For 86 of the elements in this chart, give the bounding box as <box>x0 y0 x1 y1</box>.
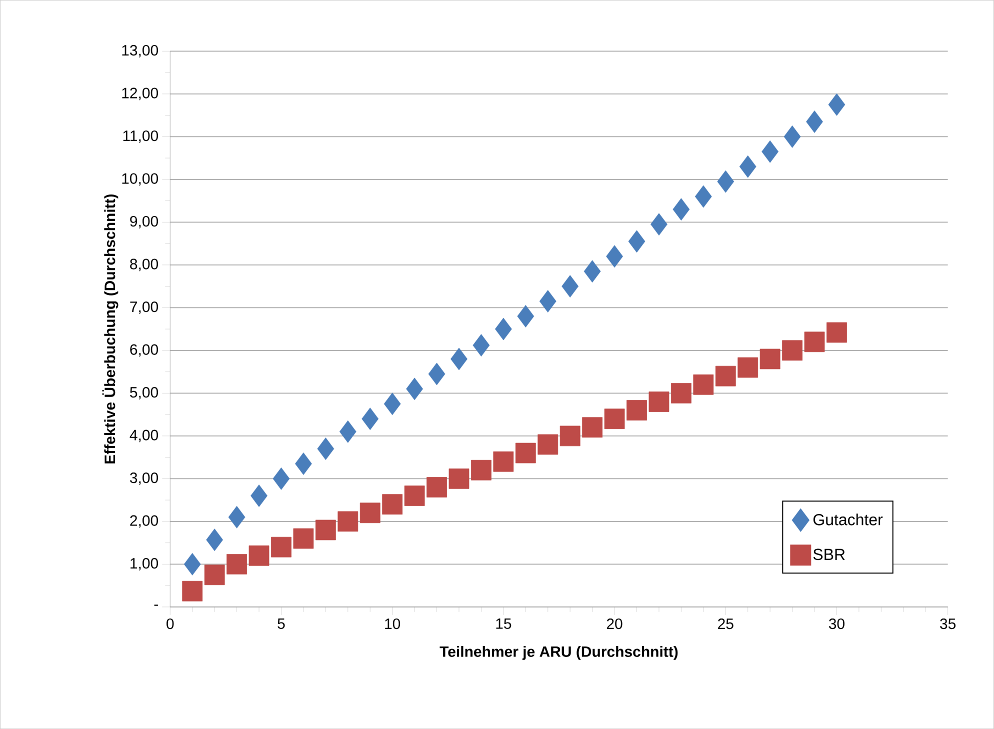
point <box>582 417 603 438</box>
point <box>494 318 512 340</box>
point <box>782 340 802 361</box>
point <box>228 506 246 528</box>
point <box>362 408 379 430</box>
x-tick-label: 5 <box>278 618 285 629</box>
x-tick-label: 10 <box>385 618 400 630</box>
point <box>784 125 801 148</box>
point <box>693 374 714 395</box>
point <box>760 348 780 370</box>
point <box>271 536 292 558</box>
point <box>250 484 268 507</box>
point <box>560 426 580 446</box>
point <box>670 382 692 404</box>
point <box>315 520 336 540</box>
point <box>406 378 423 400</box>
point <box>338 511 358 532</box>
y-tick-label: 9,00 <box>130 216 158 228</box>
point <box>448 468 470 489</box>
point <box>472 334 490 356</box>
y-tick-label: 6,00 <box>130 344 158 357</box>
y-tick-label: 7,00 <box>130 301 158 314</box>
point <box>739 155 756 178</box>
point <box>382 494 403 514</box>
x-axis-title: Teilnehmer je ARU (Durchschnitt) <box>440 646 678 660</box>
point <box>206 528 224 551</box>
point <box>204 564 225 586</box>
y-tick-label: 8,00 <box>130 258 158 272</box>
point <box>428 362 446 386</box>
point <box>672 198 690 220</box>
point <box>450 348 468 370</box>
x-tick-label: 15 <box>496 618 512 629</box>
point <box>804 332 825 352</box>
y-tick-label: 4,00 <box>130 430 158 442</box>
x-tick-label: 25 <box>718 618 734 630</box>
point <box>272 467 290 490</box>
point <box>404 486 425 506</box>
point <box>606 245 623 268</box>
point <box>650 213 668 236</box>
x-tick-label: 35 <box>940 618 956 630</box>
point <box>295 452 312 475</box>
point <box>715 366 736 386</box>
y-tick-label: 1,00 <box>130 558 158 570</box>
y-tick-label: 2,00 <box>130 515 158 528</box>
point <box>360 502 380 524</box>
y-tick-label: 13,00 <box>122 44 158 58</box>
point <box>317 438 334 460</box>
point <box>694 185 712 208</box>
legend-label: Gutachter <box>813 514 883 526</box>
point <box>604 408 625 429</box>
y-tick-label: 5,00 <box>130 386 158 400</box>
point <box>628 230 646 253</box>
point <box>339 420 356 443</box>
point <box>248 545 270 566</box>
point <box>717 170 734 193</box>
point <box>493 451 514 472</box>
y-tick-label: 10,00 <box>122 173 158 186</box>
point <box>648 391 670 412</box>
legend-label: SBR <box>813 548 845 560</box>
x-tick-label: 20 <box>606 618 622 630</box>
point <box>293 528 314 549</box>
point <box>584 260 601 282</box>
point <box>626 400 647 420</box>
point <box>806 110 823 133</box>
point <box>762 140 779 163</box>
x-tick-label: 30 <box>828 618 844 630</box>
y-tick-label: - <box>154 604 158 606</box>
point <box>826 322 847 343</box>
y-tick-label: 3,00 <box>130 472 158 485</box>
point <box>538 434 558 455</box>
point <box>384 392 401 416</box>
y-tick-label: 12,00 <box>122 88 158 100</box>
point <box>471 460 492 480</box>
point <box>562 275 579 298</box>
point <box>738 357 758 378</box>
x-tick-label: 0 <box>166 618 174 630</box>
point <box>226 554 247 574</box>
point <box>517 304 534 328</box>
point <box>828 93 846 116</box>
y-axis-title: Effektive Überbuchung (Durchschnitt) <box>102 194 118 464</box>
point <box>182 580 203 602</box>
point <box>426 476 447 498</box>
point <box>539 290 556 312</box>
point <box>184 552 201 576</box>
point <box>515 442 536 464</box>
y-tick-label: 11,00 <box>123 130 158 143</box>
